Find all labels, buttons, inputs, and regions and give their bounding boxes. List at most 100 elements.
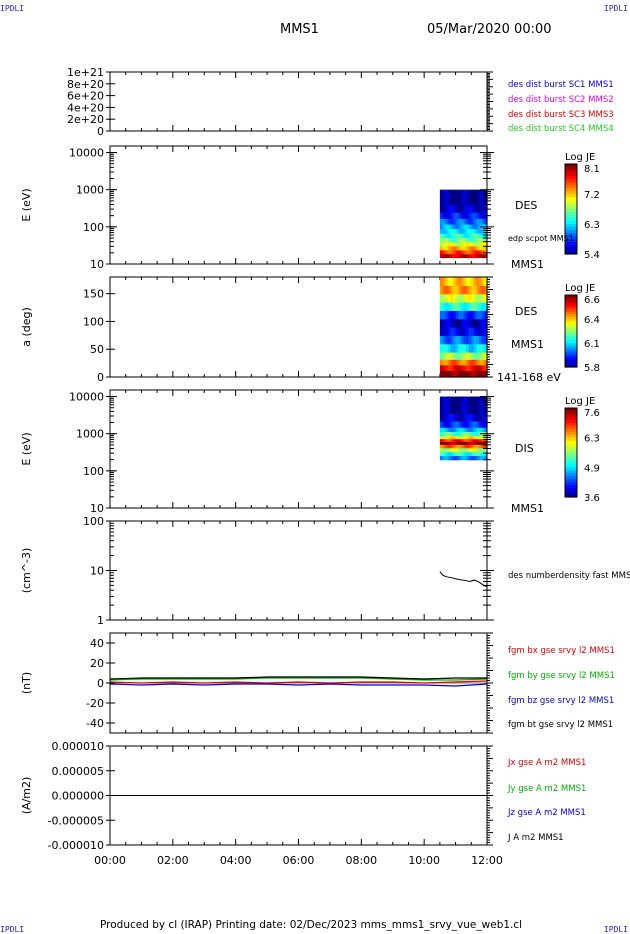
heatmap-cell — [466, 241, 470, 247]
heatmap-cell — [450, 241, 454, 247]
heatmap-cell — [452, 435, 457, 440]
heatmap-cell — [466, 435, 470, 440]
heatmap-cell — [471, 277, 475, 286]
heatmap-cell — [484, 237, 488, 243]
heatmap-cell — [458, 352, 462, 360]
y-tick-label: 0.000010 — [52, 740, 105, 753]
heatmap-cell — [442, 441, 446, 445]
y-tick-label: 4e+20 — [67, 101, 104, 114]
heatmap-cell — [439, 420, 444, 428]
heatmap-cell — [445, 451, 449, 457]
heatmap-cell — [458, 223, 462, 230]
heatmap-cell — [439, 277, 444, 286]
heatmap-cell — [466, 359, 470, 366]
panel-extra-label: 141-168 eV — [497, 371, 561, 384]
heatmap-cell — [484, 447, 488, 453]
panel-frame — [109, 632, 488, 734]
heatmap-cell — [481, 277, 485, 286]
heatmap-cell — [442, 223, 446, 230]
heatmap-cell — [468, 455, 472, 461]
colorbar-tick-label: 7.6 — [584, 408, 600, 419]
heatmap-cell — [468, 241, 472, 247]
y-tick-label: 1 — [97, 614, 104, 627]
heatmap-cell — [447, 413, 451, 422]
heatmap-cell — [439, 212, 444, 219]
colorbar-segment — [565, 464, 577, 468]
y-tick-label: 10 — [90, 502, 104, 515]
heatmap-cell — [450, 364, 454, 371]
heatmap-cell — [468, 413, 472, 422]
heatmap-cell — [442, 237, 446, 243]
heatmap-cell — [473, 223, 478, 230]
heatmap-cell — [476, 223, 480, 230]
heatmap-cell — [468, 253, 472, 259]
heatmap-cell — [442, 241, 446, 247]
heatmap-cell — [455, 223, 459, 230]
colorbar-segment — [565, 173, 577, 177]
heatmap-cell — [473, 218, 478, 225]
heatmap-cell — [479, 447, 483, 453]
panel-frame — [109, 745, 488, 846]
heatmap-cell — [471, 204, 475, 213]
heatmap-cell — [468, 237, 472, 243]
heatmap-cell — [468, 249, 472, 255]
heatmap-cell — [473, 212, 478, 219]
colorbar-segment — [565, 203, 577, 207]
heatmap-cell — [463, 444, 467, 449]
heatmap-cell — [442, 455, 446, 461]
heatmap-cell — [484, 335, 488, 345]
heatmap-cell — [452, 444, 457, 449]
heatmap-cell — [445, 212, 449, 219]
x-tick-label: 10:00 — [408, 854, 440, 867]
heatmap-cell — [460, 285, 465, 295]
heatmap-cell — [447, 327, 451, 336]
heatmap-cell — [458, 302, 462, 311]
heatmap-cell — [445, 327, 449, 336]
heatmap-cell — [484, 444, 488, 449]
heatmap-cell — [479, 427, 483, 433]
heatmap-cell — [481, 451, 485, 457]
colorbar-segment — [565, 182, 577, 186]
heatmap-cell — [484, 249, 488, 255]
heatmap-cell — [458, 277, 462, 286]
heatmap-cell — [455, 302, 459, 311]
colorbar-segment — [565, 209, 577, 213]
heatmap-cell — [450, 420, 454, 428]
heatmap-cell — [460, 253, 465, 259]
heatmap-cell — [463, 302, 467, 311]
heatmap-cell — [481, 427, 485, 433]
heatmap-cell — [471, 335, 475, 345]
panel-sub-label: MMS1 — [511, 502, 544, 515]
heatmap-cell — [476, 189, 480, 206]
heatmap-cell — [455, 293, 459, 303]
heatmap-cell — [442, 420, 446, 428]
heatmap-cell — [476, 444, 480, 449]
heatmap-cell — [479, 241, 483, 247]
colorbar-segment — [565, 343, 577, 346]
heatmap-cell — [442, 212, 446, 219]
heatmap-cell — [466, 228, 470, 234]
heatmap-cell — [466, 441, 470, 445]
colorbar-segment — [565, 167, 577, 171]
colorbar-title: Log JE — [565, 283, 595, 294]
heatmap-cell — [452, 245, 457, 251]
heatmap-cell — [450, 444, 454, 449]
heatmap-cell — [450, 318, 454, 328]
colorbar-segment — [565, 323, 577, 327]
heatmap-cell — [452, 396, 457, 415]
heatmap-cell — [450, 233, 454, 238]
heatmap-cell — [439, 359, 444, 366]
heatmap-cell — [442, 285, 446, 295]
heatmap-cell — [460, 427, 465, 433]
legend-entry: Jx gse A m2 MMS1 — [507, 758, 586, 768]
heatmap-cell — [445, 233, 449, 238]
heatmap-cell — [484, 189, 488, 206]
heatmap-cell — [450, 335, 454, 345]
heatmap-cell — [476, 420, 480, 428]
heatmap-cell — [458, 310, 462, 320]
colorbar-segment — [565, 467, 577, 471]
heatmap-cell — [447, 447, 451, 453]
watermark-top-right: IPDLI — [603, 4, 628, 13]
heatmap-cell — [460, 237, 465, 243]
heatmap-cell — [479, 245, 483, 251]
